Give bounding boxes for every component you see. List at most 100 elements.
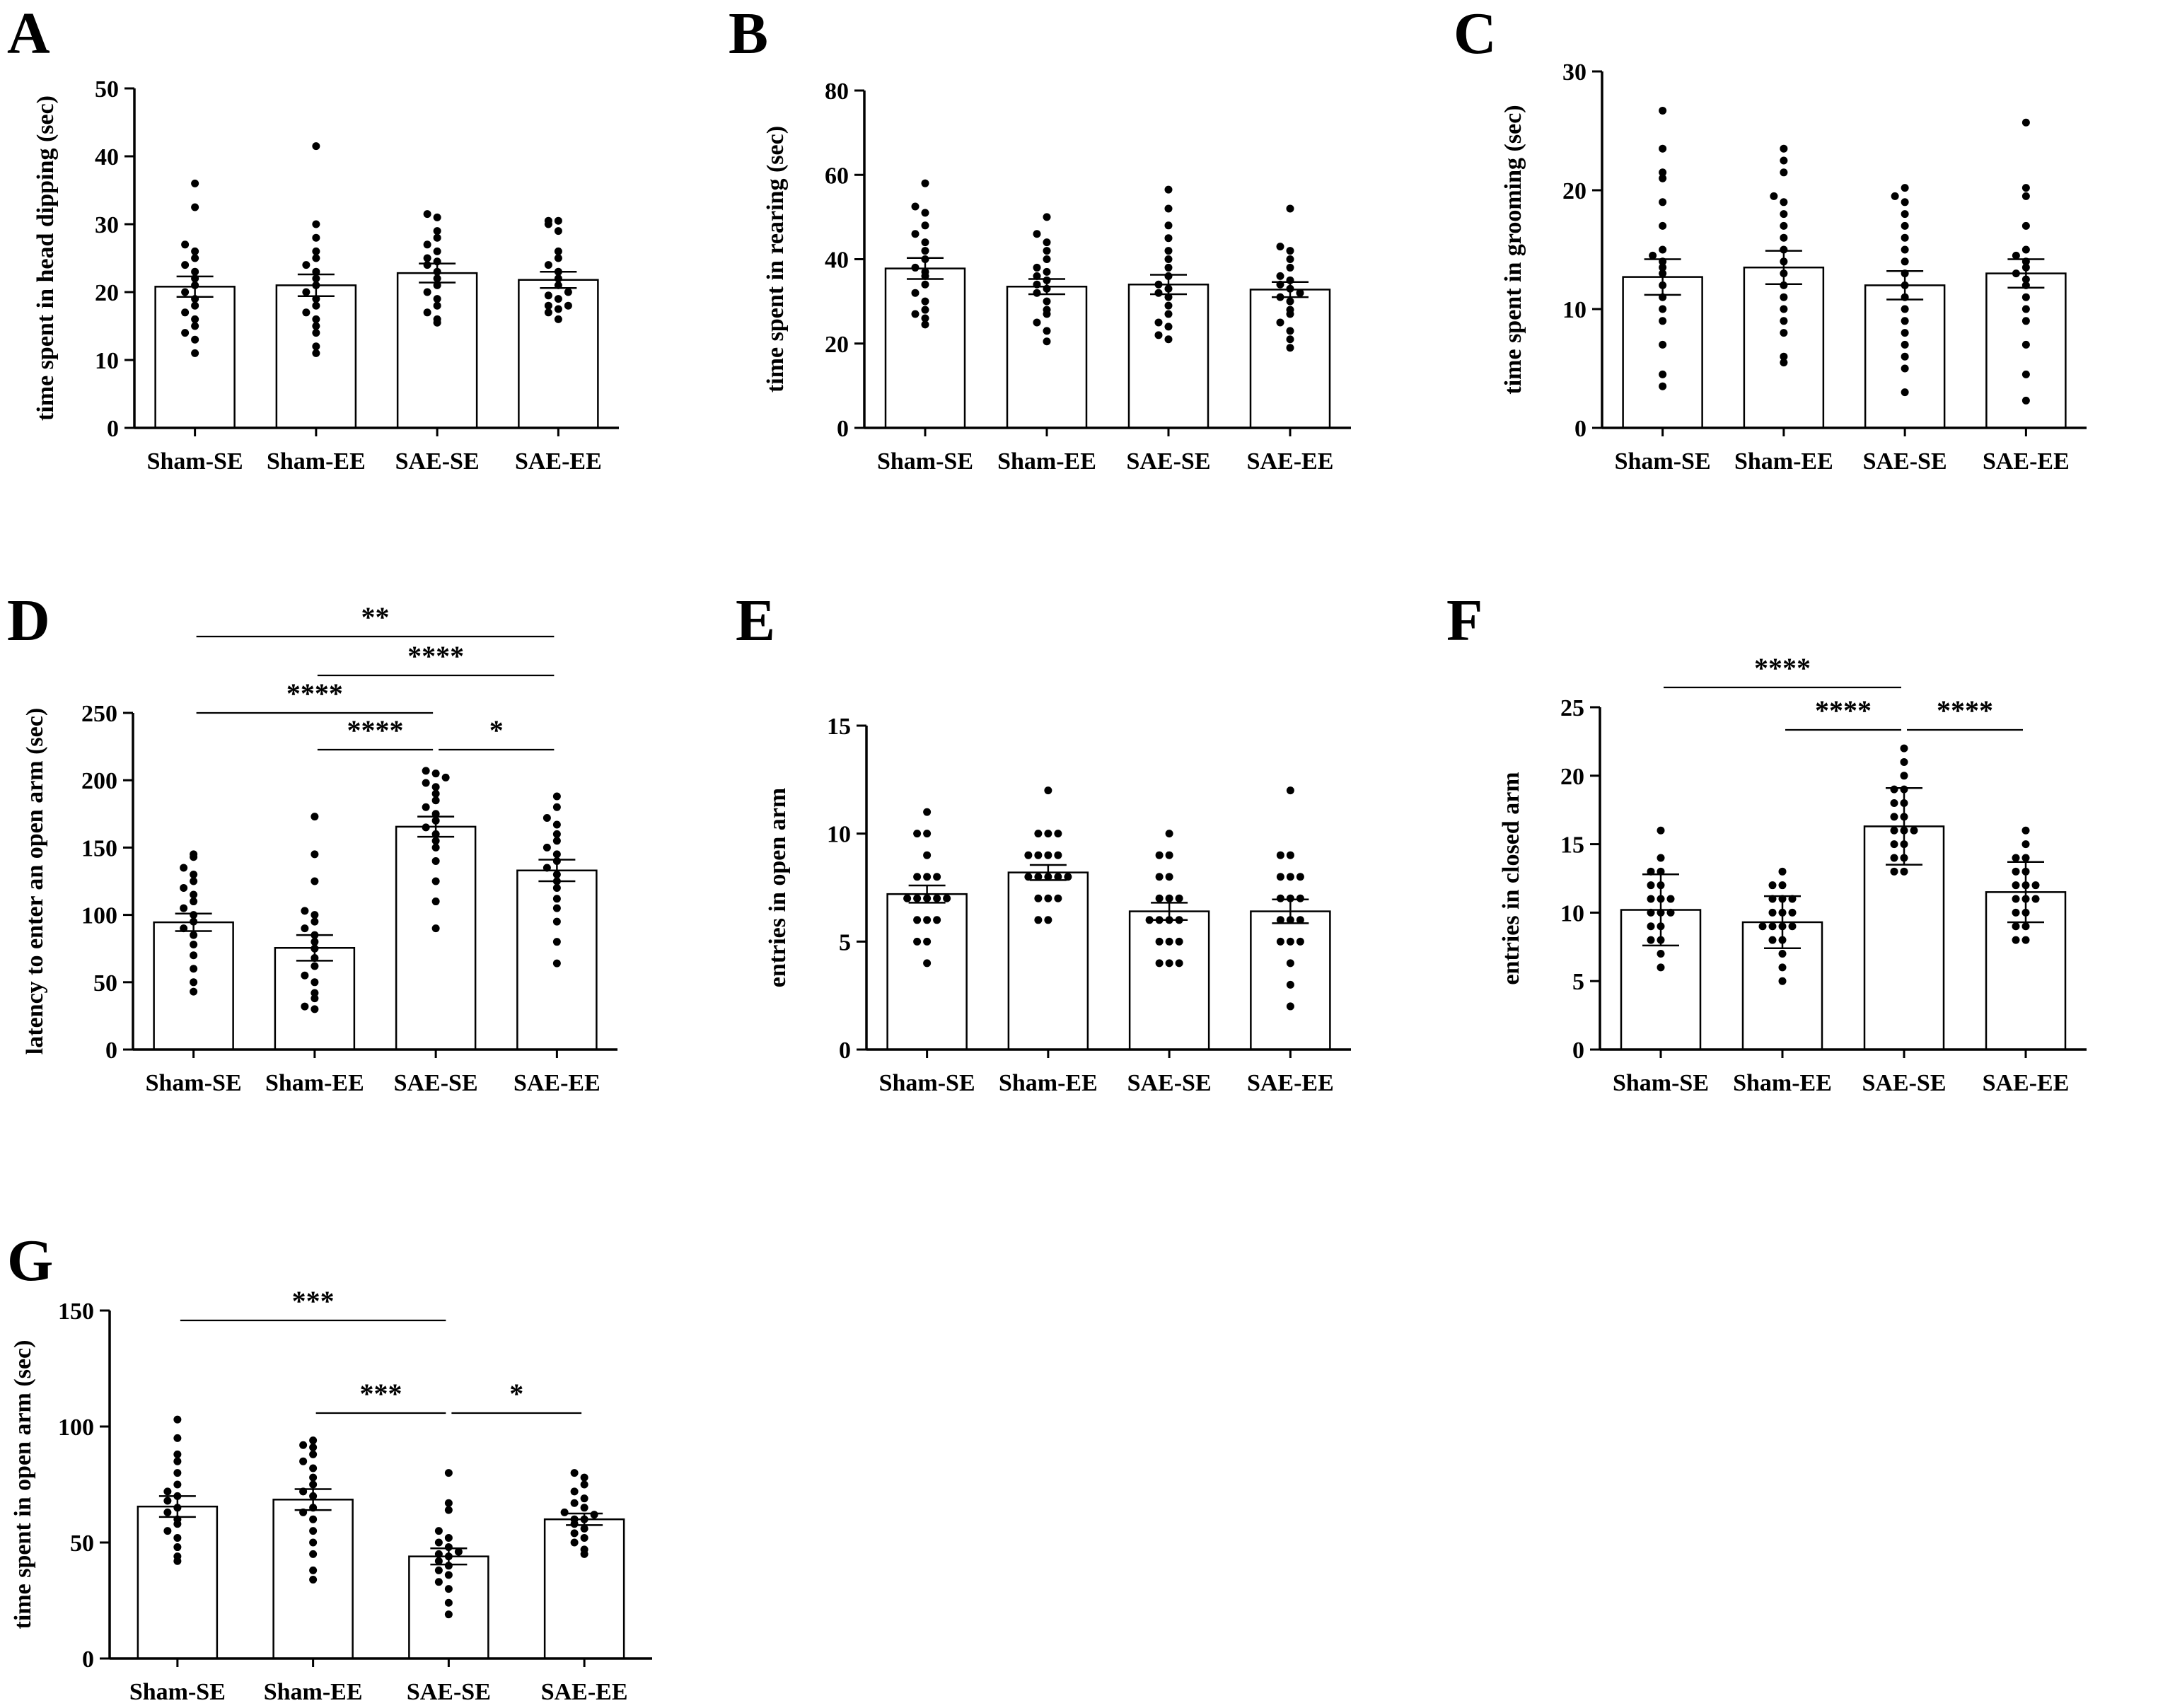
data-point [1286,284,1294,293]
data-point [2012,251,2020,260]
data-point [1780,257,1788,266]
data-point [1034,916,1043,924]
data-point [580,1494,588,1503]
data-point [1286,916,1294,924]
data-point [913,873,922,881]
data-point [1154,289,1163,297]
data-point [309,1538,318,1547]
data-point [2012,908,2020,917]
significance-label: * [489,714,504,746]
significance-label: *** [292,1285,335,1317]
data-point [1286,276,1294,284]
data-point [180,884,188,893]
data-point [921,320,929,329]
data-point [554,281,562,289]
data-point [1044,851,1052,859]
data-point [570,1515,579,1523]
data-point [570,1487,579,1496]
significance-label: **** [1815,695,1872,726]
category-label: Sham-SE [146,1070,242,1096]
data-point [444,1562,453,1570]
data-point [1043,267,1051,276]
y-tick-label: 30 [1562,59,1586,86]
data-point [1901,257,1909,266]
data-point [433,315,441,323]
panel-letter: C [1454,1,1497,66]
data-point [1768,908,1777,917]
data-point [2021,340,2030,349]
significance-bracket: **** [1785,695,1901,731]
data-point [1900,854,1908,862]
data-point [309,1527,318,1535]
data-point [173,1480,182,1489]
data-point [191,267,199,276]
y-tick-label: 0 [839,1038,851,1064]
data-point [444,1585,453,1593]
data-point [1165,959,1173,968]
data-point [441,773,450,782]
data-point [444,1571,453,1579]
data-point [422,767,430,775]
data-point [1647,936,1655,944]
data-point [181,240,190,249]
data-point [554,315,562,323]
data-point [190,940,198,948]
data-point [180,904,188,912]
y-tick-label: 5 [839,929,851,955]
data-point [423,254,431,262]
category-label: SAE-SE [395,448,480,475]
data-point [1155,937,1164,946]
data-point [554,267,562,276]
data-point [1780,168,1788,177]
data-point [1778,881,1787,890]
data-point [191,322,199,330]
data-point [173,1492,182,1500]
data-point [1657,949,1665,958]
data-point [431,877,440,885]
data-point [173,1533,182,1542]
data-point [1286,937,1294,946]
data-point [554,295,562,303]
data-point [190,877,198,885]
y-tick-label: 10 [1560,900,1584,926]
data-point [1900,744,1908,753]
category-label: Sham-SE [147,448,243,475]
significance-bracket: **** [1664,652,1901,689]
data-point [311,850,319,859]
data-point [190,890,198,899]
data-point [1901,364,1909,373]
data-point [543,814,551,823]
data-point [1788,922,1797,931]
data-point [2021,840,2030,849]
data-point [309,1504,318,1512]
data-point [433,233,441,242]
data-point [1286,873,1294,881]
data-point [312,301,320,310]
significance-bracket: * [439,714,555,751]
data-point [1659,340,1667,349]
bar-sae-ee [518,279,599,429]
data-point [311,931,319,939]
data-point [923,873,932,881]
data-point [1901,305,1909,313]
y-axis-label: latency to enter an open arm (sec) [22,708,48,1055]
data-point [911,310,920,318]
data-point [1758,922,1767,931]
panel-c: C Sham-SE Sham-EE SAE-SE SAE-EE 0 10 20 30 time s… [1454,1,2087,475]
data-point [1780,359,1788,367]
data-point [1286,344,1294,352]
data-point [444,1533,453,1542]
panel-g: G Sham-SE Sham-EE SAE-SE SAE-EE 0 50 100 150 time… [7,1228,652,1705]
data-point [1165,916,1173,924]
panel-b: B Sham-SE Sham-EE SAE-SE SAE-EE 0 20 40 60 80 time… [729,1,1351,475]
data-point [1276,873,1284,881]
data-point [181,329,190,337]
data-point [1657,922,1665,931]
panel-f: F Sham-SE Sham-EE SAE-SE SAE-EE 0 5 10 15 20 25 ent… [1446,588,2087,1096]
data-point [1657,936,1665,944]
data-point [580,1524,588,1533]
data-point [1778,895,1787,903]
significance-bracket: *** [180,1285,446,1322]
data-point [2021,881,2030,890]
data-point [560,1508,569,1516]
